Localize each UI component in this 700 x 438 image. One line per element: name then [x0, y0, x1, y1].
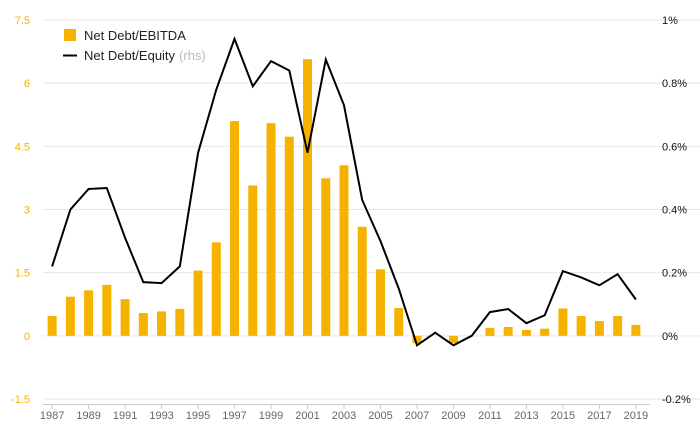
bar	[521, 329, 531, 336]
x-tick-label: 2017	[587, 410, 611, 422]
bar	[576, 316, 586, 336]
bar	[84, 290, 94, 336]
bar	[138, 313, 148, 336]
y-right-tick-label: 1%	[662, 15, 678, 27]
bar	[594, 321, 604, 336]
y-left-tick-label: 7.5	[15, 15, 30, 27]
legend-label-line: Net Debt/Equity (rhs)	[84, 48, 206, 63]
legend: Net Debt/EBITDA Net Debt/Equity (rhs)	[63, 28, 206, 63]
bar-layer	[47, 59, 641, 343]
x-tick-label: 1995	[186, 410, 210, 422]
x-tick-label: 2003	[332, 410, 356, 422]
x-tick-label: 2009	[441, 410, 465, 422]
y-left-tick-label: 4.5	[15, 141, 30, 153]
bar	[120, 299, 130, 336]
x-tick-label: 1991	[113, 410, 137, 422]
legend-swatch-bar	[64, 29, 76, 41]
x-tick-label: 1987	[40, 410, 64, 422]
bar	[65, 296, 75, 336]
line-layer	[51, 36, 637, 347]
bar	[503, 326, 513, 336]
x-tick-label: 2015	[551, 410, 575, 422]
y-right-tick-label: 0%	[662, 331, 678, 343]
bar	[321, 178, 331, 336]
bar	[448, 335, 458, 343]
x-tick-label: 2019	[624, 410, 648, 422]
bar	[47, 316, 57, 336]
grid-layer	[43, 19, 700, 400]
bar	[631, 324, 641, 336]
legend-label-line-suffix: (rhs)	[179, 48, 206, 63]
bar	[303, 59, 313, 336]
line-series-net-debt-equity	[51, 36, 637, 347]
x-tick-label: 1989	[76, 410, 100, 422]
bar	[613, 316, 623, 336]
bar	[540, 328, 550, 336]
bar	[266, 123, 276, 336]
bar	[175, 308, 185, 336]
legend-label-bar: Net Debt/EBITDA	[84, 28, 186, 43]
x-tick-label: 1999	[259, 410, 283, 422]
x-tick-label: 2005	[368, 410, 392, 422]
y-right-tick-label: 0.4%	[662, 205, 687, 217]
y-right-tick-label: 0.2%	[662, 268, 687, 280]
x-tick-label: 2001	[295, 410, 319, 422]
x-tick-label: 2007	[405, 410, 429, 422]
bar	[193, 270, 203, 336]
bar	[157, 311, 167, 336]
bar	[339, 165, 349, 336]
bar	[248, 185, 258, 336]
bar	[394, 308, 404, 336]
y-left-tick-label: 6	[24, 78, 30, 90]
bar	[230, 121, 240, 336]
y-right-tick-label: 0.6%	[662, 141, 687, 153]
x-tick-label: 2013	[514, 410, 538, 422]
y-right-tick-label: 0.8%	[662, 78, 687, 90]
axis-layer: -1.5 0 1.5 3 4.5 6 7.5 -0.2% 0% 0.2% 0.4% 0.6% 0.8% 1…	[11, 15, 691, 422]
y-left-tick-label: -1.5	[11, 394, 30, 406]
y-left-tick-label: 1.5	[15, 268, 30, 280]
legend-label-line-name: Net Debt/Equity	[84, 48, 176, 63]
x-tick-label: 2011	[478, 410, 502, 422]
y-left-tick-label: 3	[24, 205, 30, 217]
bar	[211, 242, 221, 336]
bar	[102, 284, 112, 336]
bar	[558, 308, 568, 336]
x-tick-label: 1993	[149, 410, 173, 422]
bar	[412, 335, 422, 343]
y-right-tick-label: -0.2%	[662, 394, 691, 406]
bar	[284, 136, 294, 336]
bar	[485, 327, 495, 336]
y-left-tick-label: 0	[24, 331, 30, 343]
bar	[357, 226, 367, 336]
x-tick-label: 1997	[222, 410, 246, 422]
bar	[375, 269, 385, 336]
